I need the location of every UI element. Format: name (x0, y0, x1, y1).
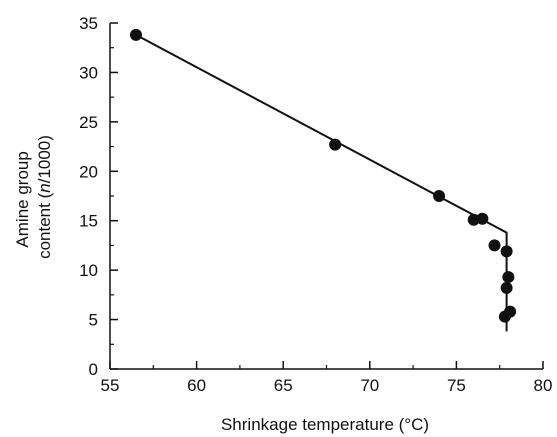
data-point (129, 28, 142, 41)
y-tick-label: 15 (79, 212, 98, 231)
fit-line-group (135, 34, 508, 332)
data-point (488, 239, 501, 252)
y-tick-label: 30 (79, 63, 98, 82)
x-tick-label: 80 (534, 376, 553, 395)
y-axis-title-line1: Amine group (13, 151, 32, 247)
y-tick-label: 25 (79, 113, 98, 132)
y-tick-label: 20 (79, 162, 98, 181)
axes: 55 60 65 70 75 80 0 5 10 15 20 25 30 35 (79, 14, 552, 395)
data-point (498, 310, 511, 323)
x-tick-label: 75 (447, 376, 466, 395)
data-point (329, 138, 342, 151)
data-point (467, 213, 480, 226)
x-tick-label: 65 (274, 376, 293, 395)
y-tick-label: 0 (89, 360, 98, 379)
data-point (500, 281, 513, 294)
data-point (502, 271, 515, 284)
x-tick-label: 60 (187, 376, 206, 395)
data-point (476, 212, 489, 225)
y-axis-title: Amine group content (n/1000) (13, 135, 54, 259)
x-tick-label: 70 (360, 376, 379, 395)
y-axis-title-italic: n (35, 183, 54, 192)
data-point (433, 190, 446, 202)
y-axis-title-prefix: content ( (35, 192, 54, 258)
y-tick-label: 5 (89, 311, 98, 330)
fit-line (135, 34, 508, 332)
data-points (129, 28, 517, 323)
y-tick-label: 10 (79, 261, 98, 280)
data-point (500, 245, 513, 258)
x-tick-label: 55 (101, 376, 120, 395)
x-axis-title: Shrinkage temperature (°C) (221, 415, 429, 434)
y-axis-title-suffix: /1000) (35, 135, 54, 183)
y-tick-label: 35 (79, 14, 98, 33)
